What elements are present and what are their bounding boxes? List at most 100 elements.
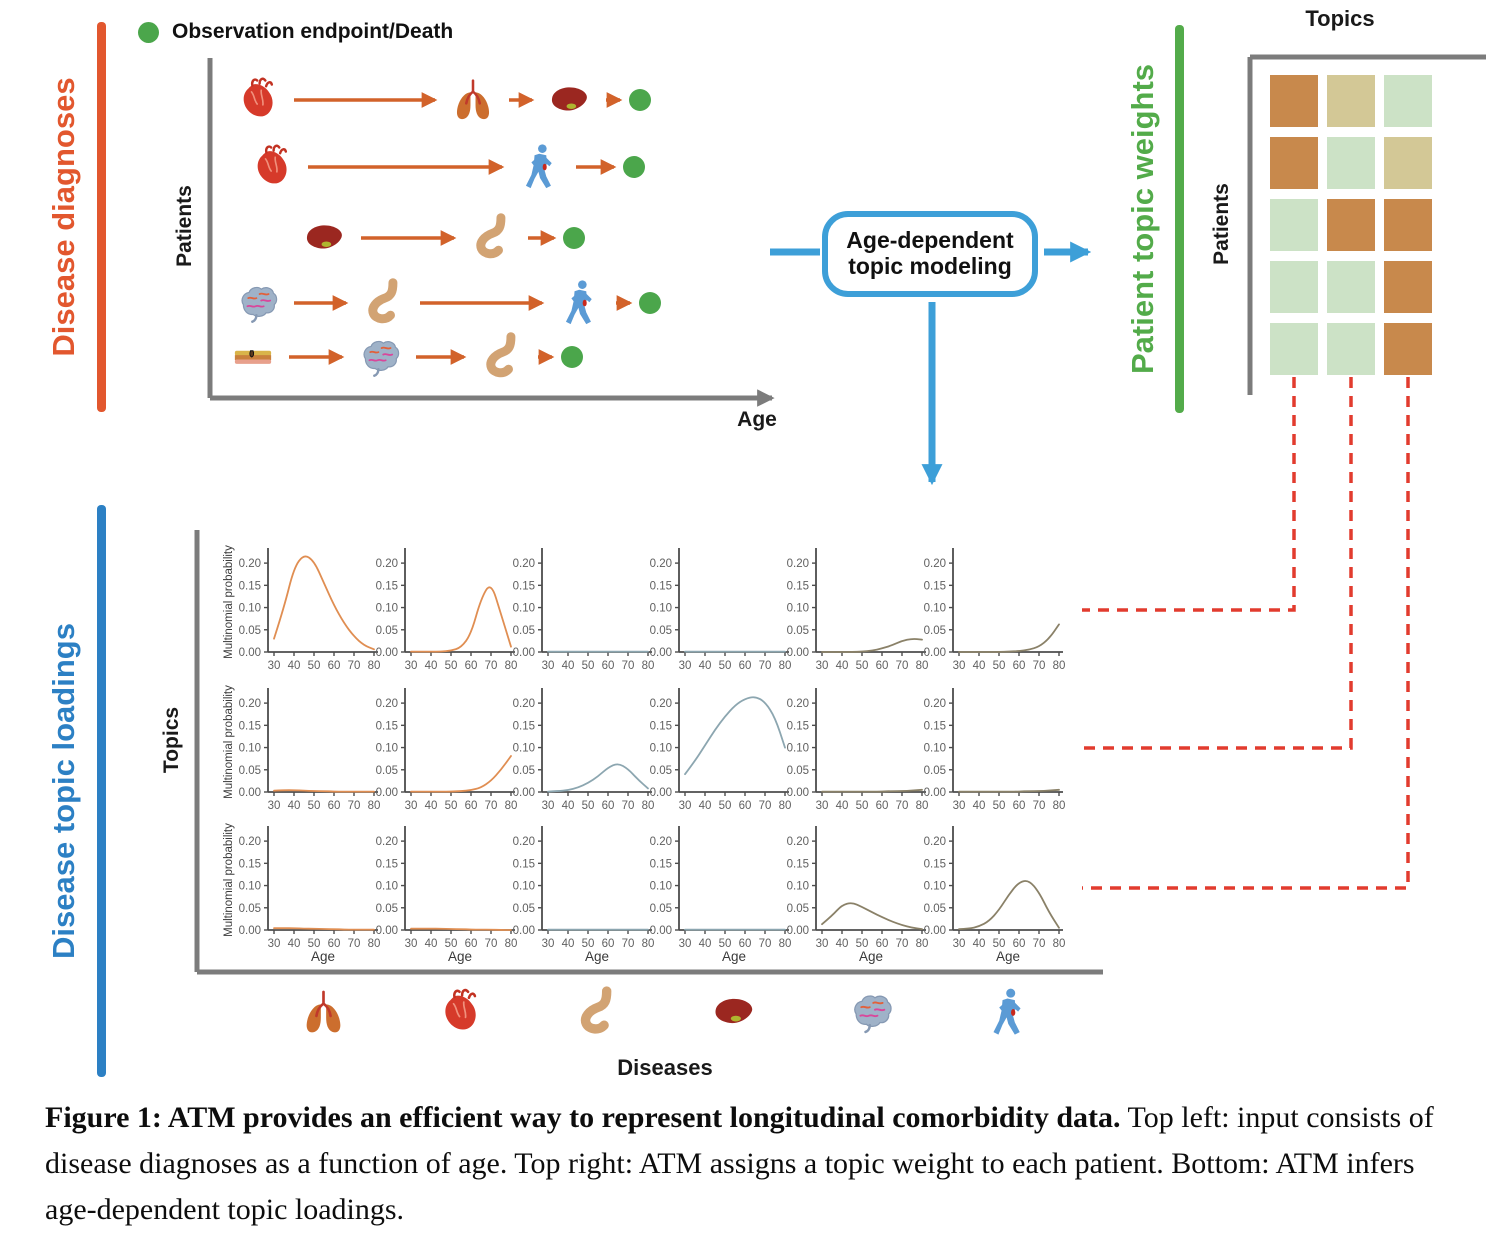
svg-text:0.00: 0.00	[650, 787, 672, 799]
endpoint-dot	[623, 156, 645, 178]
svg-text:70: 70	[1033, 800, 1046, 812]
svg-text:60: 60	[1013, 938, 1026, 950]
svg-text:0.20: 0.20	[239, 698, 261, 710]
process-box: Age-dependent topic modeling	[822, 211, 1038, 297]
svg-text:0.10: 0.10	[924, 743, 946, 755]
subplot-xlabel: Age	[722, 949, 746, 964]
subplot-xlabel: Age	[311, 949, 335, 964]
svg-text:0.20: 0.20	[924, 836, 946, 848]
svg-text:0.15: 0.15	[239, 720, 261, 732]
svg-text:60: 60	[876, 660, 889, 672]
svg-text:40: 40	[973, 660, 986, 672]
svg-text:0.05: 0.05	[787, 765, 809, 777]
subplot-topic2-lungs: 0.00 0.05 0.10 0.15 0.20 30 40 50 60 70 80 Multinom…	[223, 685, 380, 812]
svg-text:50: 50	[993, 660, 1006, 672]
person-icon	[515, 138, 565, 196]
svg-text:0.05: 0.05	[650, 903, 672, 915]
subplot-topic2-person: 0.00 0.05 0.10 0.15 0.20 30 40 50 60 70 80	[924, 688, 1065, 812]
svg-text:30: 30	[542, 660, 555, 672]
liver-icon	[296, 216, 354, 260]
subplot-topic1-person: 0.00 0.05 0.10 0.15 0.20 30 40 50 60 70 80	[924, 548, 1065, 672]
person-icon	[555, 274, 605, 332]
loading-curve	[821, 788, 923, 793]
svg-text:30: 30	[542, 938, 555, 950]
svg-text:60: 60	[328, 800, 341, 812]
svg-text:0.20: 0.20	[513, 836, 535, 848]
svg-text:0.05: 0.05	[924, 903, 946, 915]
svg-text:80: 80	[916, 938, 929, 950]
svg-text:0.10: 0.10	[239, 743, 261, 755]
svg-text:40: 40	[288, 800, 301, 812]
patient-topic-weights-bar	[1175, 25, 1184, 413]
svg-text:70: 70	[759, 938, 772, 950]
subplot-topic3-stomach: 0.00 0.05 0.10 0.15 0.20 30 40 50 60 70 80 Age	[513, 826, 654, 964]
svg-text:0.10: 0.10	[239, 603, 261, 615]
svg-text:30: 30	[679, 800, 692, 812]
svg-text:80: 80	[368, 938, 381, 950]
svg-text:0.20: 0.20	[924, 558, 946, 570]
top-left-age-label: Age	[737, 408, 777, 431]
svg-text:70: 70	[759, 800, 772, 812]
loading-curve	[684, 696, 786, 776]
svg-text:0.00: 0.00	[513, 925, 535, 937]
loading-curve	[410, 927, 512, 931]
endpoint-dot	[563, 227, 585, 249]
svg-text:80: 80	[505, 938, 518, 950]
svg-text:60: 60	[465, 660, 478, 672]
svg-text:0.15: 0.15	[924, 720, 946, 732]
svg-text:60: 60	[602, 660, 615, 672]
svg-text:0.05: 0.05	[376, 765, 398, 777]
svg-text:60: 60	[328, 660, 341, 672]
svg-text:0.20: 0.20	[787, 836, 809, 848]
brain-icon	[840, 985, 903, 1040]
svg-text:0.00: 0.00	[924, 787, 946, 799]
subplot-topic1-heart: 0.00 0.05 0.10 0.15 0.20 30 40 50 60 70 80	[376, 548, 518, 672]
caption-bold: Figure 1: ATM provides an efficient way …	[45, 1101, 1121, 1134]
brain-icon	[228, 277, 288, 329]
loading-curve	[958, 880, 1060, 930]
svg-text:70: 70	[348, 938, 361, 950]
axes-gray	[194, 54, 1486, 975]
topic-connectors-red	[1082, 377, 1410, 890]
disease-topic-loadings-bar	[97, 505, 106, 1077]
subplot-topic3-heart: 0.00 0.05 0.10 0.15 0.20 30 40 50 60 70 80 Age	[376, 826, 518, 964]
svg-text:60: 60	[876, 800, 889, 812]
svg-text:70: 70	[1033, 938, 1046, 950]
svg-text:0.05: 0.05	[239, 625, 261, 637]
svg-text:0.15: 0.15	[787, 858, 809, 870]
svg-text:80: 80	[1053, 938, 1066, 950]
patient-topic-weights-label: Patient topic weights	[1125, 63, 1160, 375]
diagnosis-arrows	[289, 92, 633, 365]
heatmap-cell-orange	[1327, 199, 1375, 251]
heatmap-patients-label: Patients	[1210, 183, 1233, 265]
brain-icon	[350, 331, 410, 383]
loading-curve	[410, 755, 512, 793]
svg-text:0.00: 0.00	[376, 925, 398, 937]
loading-curve	[821, 638, 923, 653]
svg-text:70: 70	[896, 660, 909, 672]
svg-text:80: 80	[779, 660, 792, 672]
heatmap-cell-green	[1270, 261, 1318, 313]
svg-text:0.15: 0.15	[513, 580, 535, 592]
subplot-topic2-stomach: 0.00 0.05 0.10 0.15 0.20 30 40 50 60 70 80	[513, 688, 654, 812]
svg-text:0.00: 0.00	[513, 787, 535, 799]
svg-text:0.05: 0.05	[787, 903, 809, 915]
svg-text:0.00: 0.00	[239, 787, 261, 799]
legend: Observation endpoint/Death	[138, 20, 453, 44]
svg-text:0.05: 0.05	[924, 625, 946, 637]
svg-text:70: 70	[622, 660, 635, 672]
svg-text:40: 40	[699, 660, 712, 672]
svg-text:70: 70	[348, 800, 361, 812]
svg-text:30: 30	[953, 800, 966, 812]
top-left-patients-label: Patients	[173, 185, 196, 267]
svg-text:0.05: 0.05	[513, 903, 535, 915]
svg-text:50: 50	[856, 938, 869, 950]
svg-text:0.10: 0.10	[513, 743, 535, 755]
svg-text:30: 30	[679, 938, 692, 950]
svg-text:0.10: 0.10	[376, 881, 398, 893]
svg-text:80: 80	[505, 660, 518, 672]
svg-text:50: 50	[719, 800, 732, 812]
svg-text:0.20: 0.20	[376, 698, 398, 710]
heart-icon	[230, 74, 286, 126]
svg-text:50: 50	[856, 660, 869, 672]
